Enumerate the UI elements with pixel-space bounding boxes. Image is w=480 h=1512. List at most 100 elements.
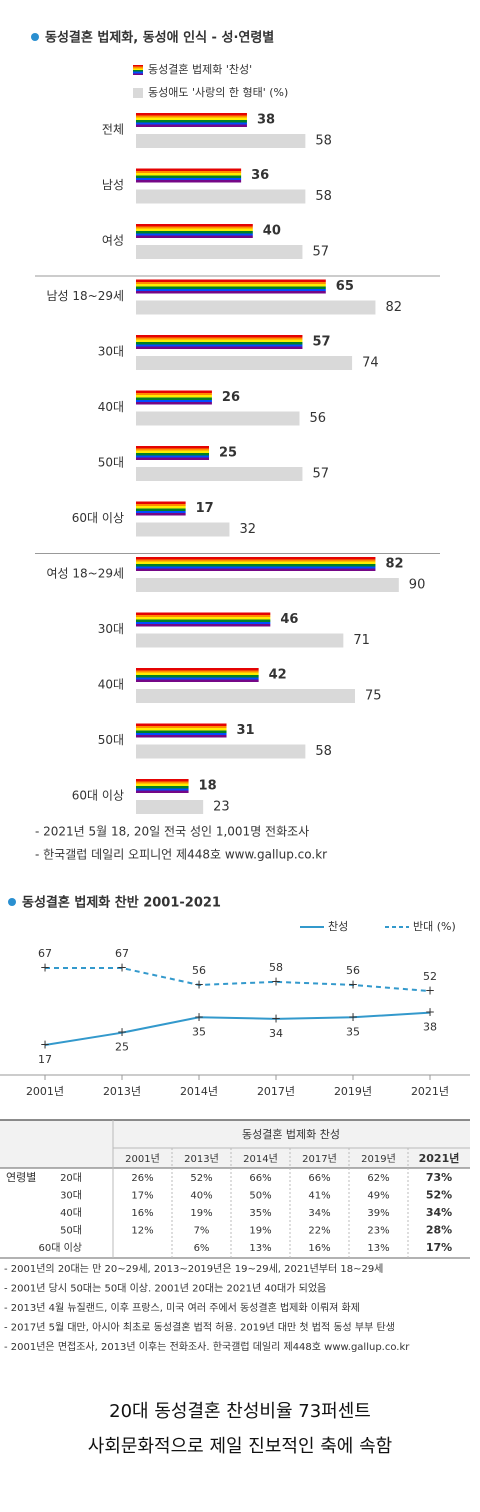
value-label: 38	[423, 1021, 437, 1034]
cell: 12%	[131, 1226, 153, 1237]
chart-title: 동성결혼 법제화 찬반 2001-2021	[22, 895, 221, 911]
category-label: 40대	[98, 400, 124, 414]
cell: 39%	[367, 1208, 389, 1219]
cell: 17%	[426, 1241, 452, 1254]
category-label: 60대 이상	[72, 789, 124, 803]
bar	[136, 411, 300, 426]
row-label: 60대 이상	[38, 1242, 82, 1254]
bar	[136, 113, 247, 127]
x-tick-label: 2013년	[103, 1085, 141, 1098]
caption: 20대 동성결혼 찬성비율 73퍼센트	[109, 1401, 371, 1422]
legend-swatch	[133, 88, 143, 98]
bar	[136, 189, 306, 204]
value-label: 34	[269, 1027, 283, 1040]
value-label: 35	[192, 1025, 206, 1038]
category-label: 50대	[98, 456, 124, 470]
cell: 26%	[131, 1173, 153, 1184]
cell: 62%	[367, 1173, 389, 1184]
point-marker: +	[271, 1011, 281, 1025]
legend-label: 동성결혼 법제화 '찬성'	[148, 62, 252, 76]
title-dot	[31, 33, 39, 41]
bar	[136, 224, 253, 238]
footnote: - 2001년의 20대는 만 20~29세, 2013~2019년은 19~2…	[4, 1263, 383, 1275]
x-tick-label: 2019년	[334, 1085, 372, 1098]
footnote: - 2001년은 면접조사, 2013년 이후는 전화조사. 한국갤럽 데일리 …	[4, 1341, 410, 1353]
value-label: 82	[385, 557, 403, 572]
value-label: 82	[385, 300, 402, 315]
bar	[136, 467, 303, 481]
value-label: 25	[115, 1041, 129, 1054]
legend-swatch	[133, 65, 143, 75]
bar	[136, 668, 259, 682]
value-label: 65	[336, 279, 354, 294]
category-label: 남성	[102, 178, 124, 192]
cell: 17%	[131, 1191, 153, 1202]
value-label: 56	[310, 411, 327, 426]
legend-label: 동성애도 '사랑의 한 형태' (%)	[148, 86, 288, 99]
legend-label: 찬성	[328, 919, 348, 933]
cell: 6%	[194, 1243, 210, 1254]
column-header: 2001년	[125, 1153, 160, 1165]
point-marker: +	[117, 1025, 127, 1039]
value-label: 74	[362, 356, 379, 371]
value-label: 35	[346, 1025, 360, 1038]
bar	[136, 557, 376, 571]
value-label: 71	[353, 633, 370, 648]
table-header: 동성결혼 법제화 찬성	[242, 1127, 340, 1141]
cell: 34%	[308, 1208, 330, 1219]
cell: 19%	[190, 1208, 212, 1219]
bar	[136, 501, 186, 516]
line	[44, 1011, 431, 1046]
bar	[136, 800, 204, 814]
cell: 73%	[426, 1171, 452, 1184]
value-label: 57	[312, 335, 330, 350]
value-label: 32	[239, 522, 256, 537]
cell: 7%	[194, 1226, 210, 1237]
cell: 34%	[426, 1206, 452, 1219]
legend-label: 반대 (%)	[413, 920, 456, 933]
cell: 13%	[249, 1243, 271, 1254]
value-label: 58	[315, 189, 332, 204]
category-label: 30대	[98, 622, 124, 636]
row-label: 50대	[60, 1225, 82, 1237]
table-header-bg	[0, 1120, 470, 1168]
value-label: 58	[315, 744, 332, 759]
row-label: 20대	[60, 1172, 82, 1184]
value-label: 36	[251, 168, 269, 183]
bar	[136, 633, 344, 648]
bar	[136, 723, 227, 738]
column-header: 2014년	[243, 1153, 278, 1165]
value-label: 17	[38, 1053, 52, 1066]
cell: 22%	[308, 1226, 330, 1237]
category-label: 남성 18~29세	[46, 289, 124, 303]
point-marker: +	[425, 984, 435, 998]
category-label: 전체	[102, 123, 124, 137]
cell: 50%	[249, 1191, 271, 1202]
footnote: - 2017년 5월 대만, 아시아 최초로 동성결혼 법적 허용. 2019년…	[4, 1321, 395, 1334]
point-marker: +	[194, 977, 204, 991]
cell: 19%	[249, 1226, 271, 1237]
value-label: 42	[269, 668, 287, 683]
bar	[136, 779, 189, 793]
value-label: 52	[423, 970, 437, 983]
bar	[136, 356, 353, 370]
column-header: 2021년	[419, 1151, 460, 1165]
value-label: 56	[346, 964, 360, 977]
value-label: 56	[192, 964, 206, 977]
cell: 41%	[308, 1191, 330, 1202]
column-header: 2013년	[184, 1153, 219, 1165]
bar	[136, 689, 355, 703]
category-label: 40대	[98, 678, 124, 692]
bar	[136, 168, 242, 183]
value-label: 31	[237, 723, 255, 738]
category-label: 50대	[98, 733, 124, 747]
point-marker: +	[348, 977, 358, 991]
bar	[136, 279, 326, 294]
cell: 40%	[190, 1191, 212, 1202]
bar	[136, 134, 306, 148]
cell: 49%	[367, 1191, 389, 1202]
note: - 한국갤럽 데일리 오피니언 제448호 www.gallup.co.kr	[35, 848, 327, 862]
note: - 2021년 5월 18, 20일 전국 성인 1,001명 전화조사	[35, 825, 309, 839]
point-marker: +	[194, 1010, 204, 1024]
